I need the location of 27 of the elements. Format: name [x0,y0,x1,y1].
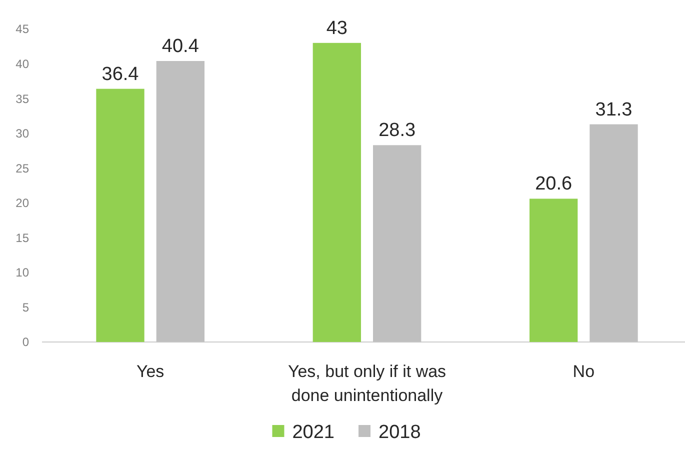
data-label: 20.6 [535,174,572,195]
bar [312,42,361,342]
y-tick-label: 25 [16,161,30,176]
x-tick-label: Yes [136,362,164,381]
data-label: 36.4 [102,64,140,85]
y-tick-label: 5 [22,300,30,314]
data-label: 28.3 [378,120,416,142]
data-label: 31.3 [595,99,632,120]
legend-label: 2018 [378,422,421,443]
y-tick-label: 20 [16,196,30,210]
x-tick-label: Yes, but only if it was done unintentionally [288,362,446,405]
data-label: 43 [326,18,348,39]
bar [530,198,578,342]
y-tick-label: 35 [16,92,30,106]
y-tick-label: 40 [16,56,30,71]
data-label: 40.4 [162,36,200,57]
y-tick-label: 10 [16,266,30,280]
bar [373,145,422,342]
bar [156,60,204,342]
legend-label: 2021 [292,422,335,443]
x-tick-label: No [572,362,595,381]
y-tick-label: 45 [16,22,30,36]
bar [96,88,144,342]
y-tick-label: 30 [16,126,30,141]
y-tick-label: 15 [16,230,30,245]
bar [590,124,638,342]
y-tick-label: 0 [22,335,30,350]
